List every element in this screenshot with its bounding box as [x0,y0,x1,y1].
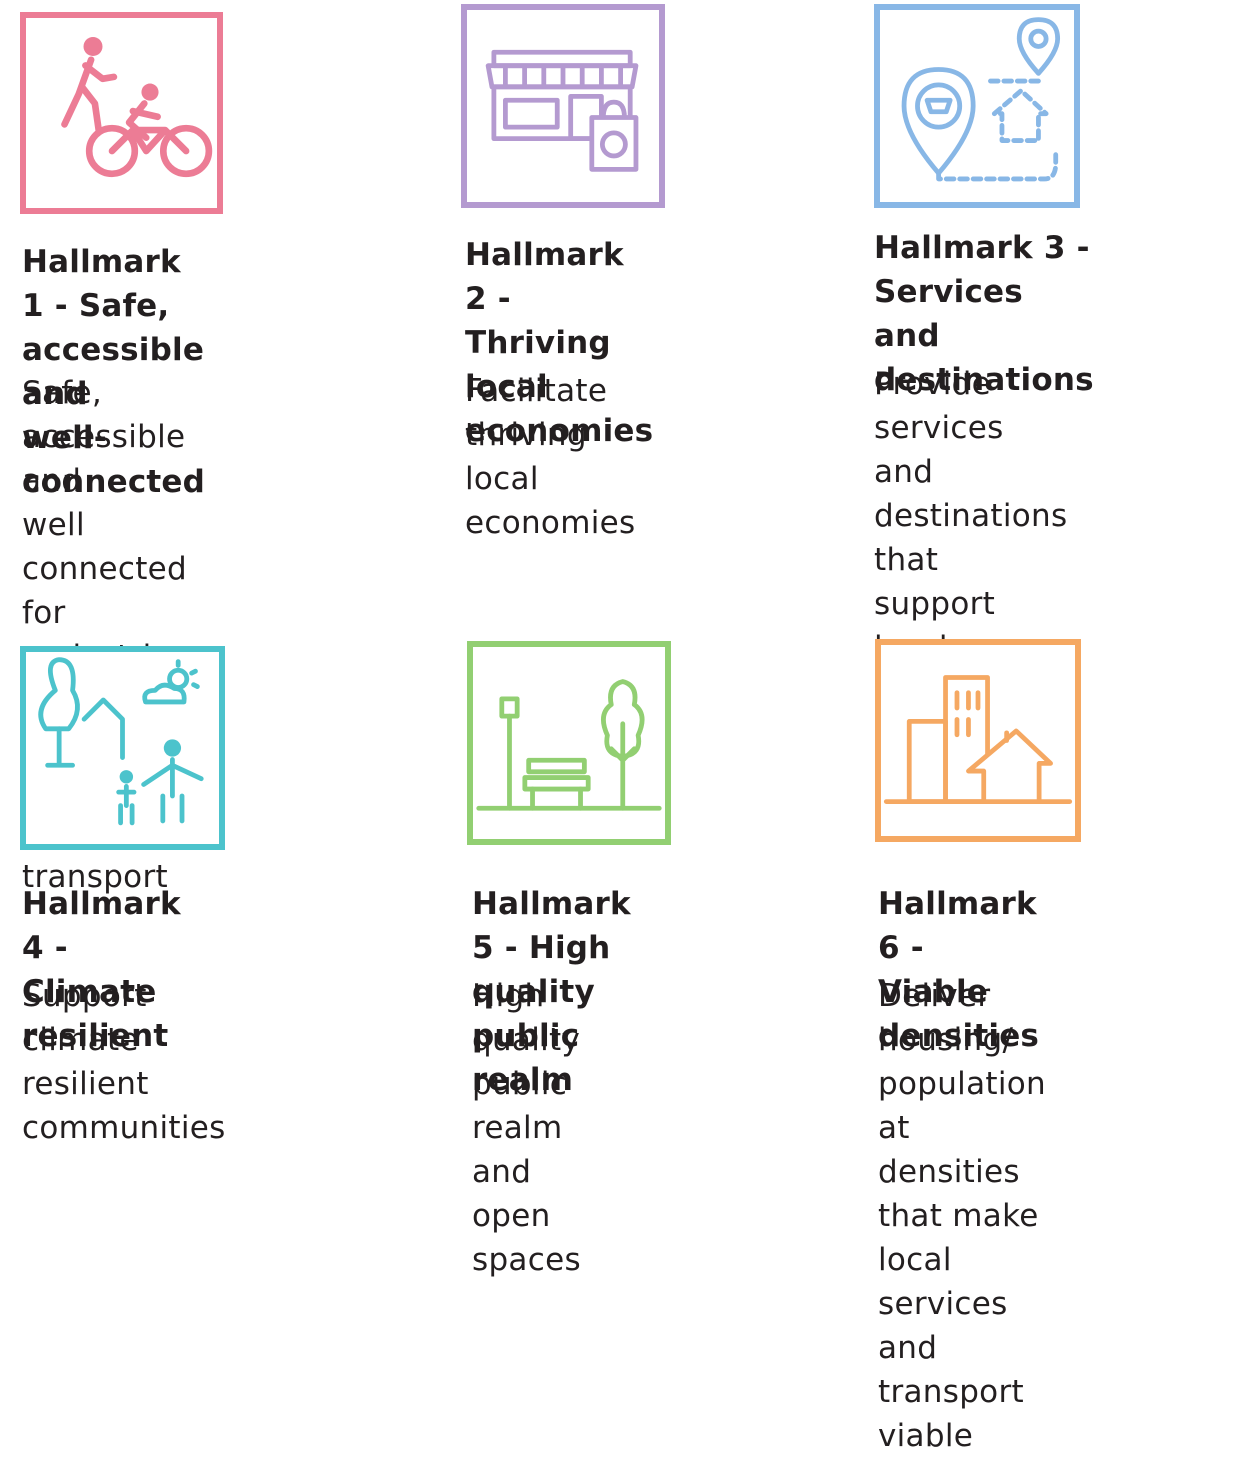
hallmark-6-description: Deliver housing/ population at densities… [878,978,1046,1454]
hallmark-6-title: Hallmark 6 - Viable densities [878,886,1040,1054]
map-destinations-icon [874,4,1080,208]
hallmark-1-title: Hallmark 1 - Safe, accessible and well-c… [22,244,206,500]
buildings-house-icon [875,639,1081,842]
hallmark-5-description: High quality public realm and open space… [472,978,581,1278]
climate-family-icon [20,646,225,850]
hallmark-4-title: Hallmark 4 - Climate resilient [22,886,181,1054]
hallmark-2-title: Hallmark 2 - Thriving local economies [465,237,654,449]
shopfront-icon [461,4,665,208]
hallmark-3-title: Hallmark 3 - Services and destinations [874,230,1094,398]
hallmark-5-title: Hallmark 5 - High quality public realm [472,886,631,1098]
hallmark-4-description: Support climate resilient communities [22,978,226,1146]
hallmark-2-description: Facilitate thriving local economies [465,373,636,541]
park-bench-icon [467,641,671,845]
walking-cycling-icon [20,12,223,214]
